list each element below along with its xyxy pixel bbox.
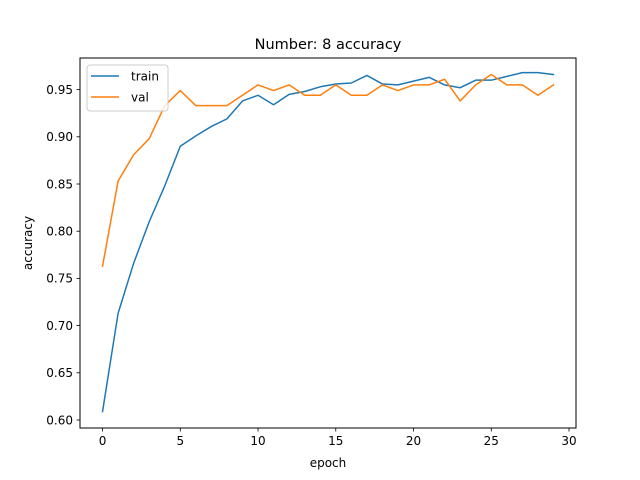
chart-title: Number: 8 accuracy: [255, 37, 402, 53]
x-tick-label: 5: [176, 434, 184, 448]
series-line-train: [101, 71, 555, 413]
y-tick-label: 0.70: [46, 319, 73, 333]
y-axis-label: accuracy: [21, 216, 35, 270]
plot-area: [101, 71, 555, 413]
legend: train val: [86, 64, 169, 112]
x-tick-label: 20: [406, 434, 421, 448]
x-axis-label: epoch: [310, 456, 347, 470]
x-axis: 0 5 10 15 20 25 30: [99, 428, 577, 448]
y-tick-label: 0.95: [46, 83, 73, 97]
x-tick-label: 15: [328, 434, 343, 448]
x-tick-label: 30: [561, 434, 576, 448]
y-tick-label: 0.80: [46, 225, 73, 239]
y-tick-label: 0.65: [46, 366, 73, 380]
series-line-val: [101, 73, 555, 268]
x-tick-label: 25: [484, 434, 499, 448]
x-tick-label: 10: [250, 434, 265, 448]
legend-label-val: val: [131, 90, 149, 104]
y-tick-label: 0.85: [46, 177, 73, 191]
y-axis: 0.60 0.65 0.70 0.75 0.80 0.85 0.90 0.95: [46, 83, 80, 427]
axes-frame: [79, 57, 577, 429]
y-tick-label: 0.90: [46, 130, 73, 144]
y-tick-label: 0.75: [46, 272, 73, 286]
legend-label-train: train: [131, 69, 159, 83]
y-tick-label: 0.60: [46, 413, 73, 427]
x-tick-label: 0: [99, 434, 107, 448]
